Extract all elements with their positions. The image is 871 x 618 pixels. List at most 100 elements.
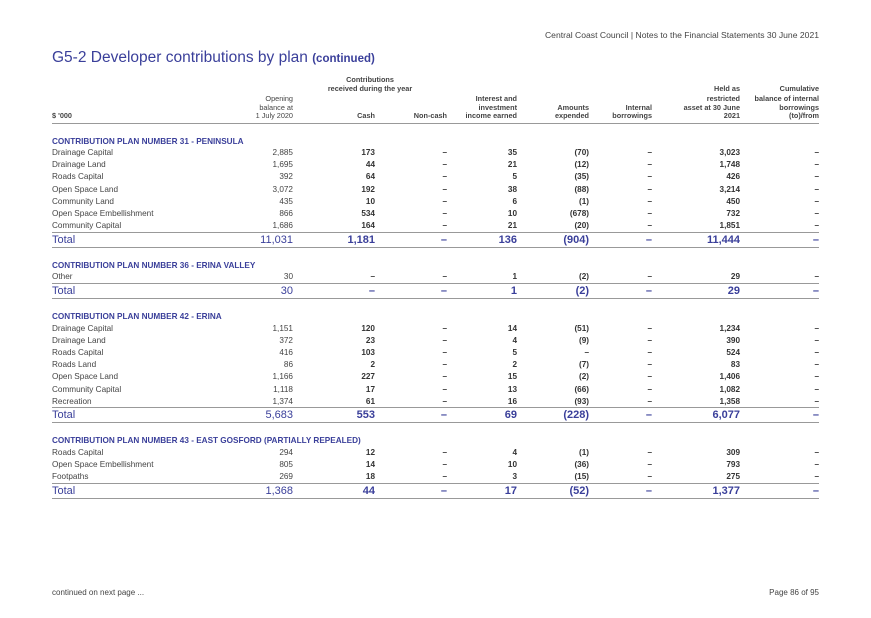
total-cell: – (589, 407, 653, 424)
table-cell: 14 (365, 460, 375, 470)
table-cell: – (442, 272, 448, 282)
table-cell: – (814, 472, 820, 482)
table-cell: – (442, 447, 448, 457)
table-cell: – (814, 196, 820, 206)
table-body: CONTRIBUTION PLAN NUMBER 31 - PENINSULA D… (52, 123, 820, 499)
table-cell: 3,214 (719, 184, 741, 194)
table-cell: – (814, 184, 820, 194)
table-cell: (12) (574, 160, 590, 170)
table-row: Roads Capital 416 103 – 5 – – 524 – (52, 346, 819, 358)
table-cell: – (442, 184, 448, 194)
table-cell: – (442, 360, 448, 370)
table-cell: 534 (361, 209, 375, 219)
table-cell: 3,072 (272, 184, 294, 194)
plan-heading: CONTRIBUTION PLAN NUMBER 36 - ERINA VALL… (52, 260, 256, 270)
table-cell: (20) (574, 221, 590, 231)
total-cell: 11,444 (652, 231, 741, 248)
table-row: Roads Capital 294 12 – 4 (1) – 309 – (52, 446, 819, 458)
total-cell: (52) (517, 482, 590, 499)
total-row: Total 11,031 1,181–136 (904) –11,444– (52, 231, 820, 248)
interest-header: Interest and investment income earned (447, 94, 518, 124)
table-cell: 1,695 (272, 160, 294, 170)
row-label: Roads Capital (52, 172, 104, 182)
table-cell: 13 (507, 384, 518, 394)
table-cell: – (442, 347, 448, 357)
table-cell: 35 (507, 148, 518, 158)
row-label: Open Space Land (52, 184, 119, 194)
table-cell: – (814, 172, 820, 182)
total-cell: 11,031 (228, 231, 293, 248)
total-cell: – (375, 407, 448, 424)
total-cell: 17 (447, 482, 518, 499)
table-cell: – (647, 323, 653, 333)
total-cell: (904) (517, 231, 590, 248)
table-cell: 103 (361, 347, 375, 357)
column-header-row-2: $ '000 Opening balance at 1 July 2020 Cash… (52, 94, 820, 124)
total-cell: – (740, 482, 820, 499)
row-label: Drainage Land (52, 335, 106, 345)
plan-heading-row: CONTRIBUTION PLAN NUMBER 36 - ERINA VALL… (52, 257, 819, 271)
table-cell: – (370, 272, 375, 282)
table-cell: 390 (726, 335, 741, 345)
total-cell: – (740, 231, 820, 248)
table-cell: 10 (507, 460, 518, 470)
table-row: Open Space Embellishment 866 534 – 10 (678) – 7… (52, 207, 819, 219)
report-header: Central Coast Council | Notes to the Fin… (544, 30, 819, 40)
table-cell: 1 (512, 272, 518, 282)
total-label: Total (52, 407, 228, 424)
total-cell: 1,377 (652, 482, 741, 499)
table-cell: 732 (726, 209, 741, 219)
row-label: Footpaths (52, 472, 89, 482)
table-cell: – (814, 372, 820, 382)
table-row: Open Space Embellishment 805 14 – 10 (36) – 793… (52, 459, 819, 471)
cash-header: Cash (293, 95, 375, 124)
row-label: Other (52, 272, 73, 282)
total-cell: 29 (652, 283, 741, 299)
amounts-expended-header: Amounts expended (517, 95, 590, 124)
column-header-row-1: Contributions received during the year He… (52, 75, 820, 95)
table-cell: 3,023 (719, 148, 741, 158)
table-cell: – (814, 447, 820, 457)
row-label: Recreation (52, 396, 92, 406)
table-cell: 5 (512, 172, 518, 182)
cumulative-header-top: Cumulative (779, 83, 820, 93)
contributions-table: Contributions received during the year He… (52, 75, 820, 499)
unit-header: $ '000 (52, 95, 228, 124)
table-cell: 227 (361, 372, 375, 382)
total-cell: (2) (517, 283, 590, 299)
table-cell: 1,851 (719, 221, 741, 231)
table-cell: (66) (574, 384, 590, 394)
table-cell: (1) (579, 196, 590, 206)
row-label: Roads Land (52, 360, 97, 370)
held-restricted-header: restricted asset at 30 June 2021 (652, 94, 741, 124)
table-cell: 44 (365, 160, 375, 170)
row-label: Roads Capital (52, 347, 104, 357)
table-cell: 2,885 (272, 148, 294, 158)
table-cell: – (814, 221, 820, 231)
total-cell: – (589, 283, 653, 299)
table-cell: – (647, 347, 653, 357)
table-cell: 1,406 (719, 372, 741, 382)
table-row: Community Land 435 10 – 6 (1) – 450 – (52, 195, 819, 207)
table-cell: 450 (726, 196, 741, 206)
plan-heading-row: CONTRIBUTION PLAN NUMBER 31 - PENINSULA (52, 133, 819, 147)
table-cell: – (647, 272, 653, 282)
table-cell: 275 (726, 472, 741, 482)
row-label: Community Capital (52, 384, 122, 394)
row-label: Drainage Land (52, 160, 106, 170)
section-title: G5-2 Developer contributions by plan (co… (52, 49, 375, 67)
table-cell: (70) (574, 148, 590, 158)
table-cell: 10 (365, 196, 375, 206)
opening-balance-header: Opening balance at 1 July 2020 (228, 94, 293, 124)
table-cell: 21 (507, 221, 518, 231)
table-cell: (7) (579, 360, 590, 370)
table-cell: 10 (507, 209, 518, 219)
table-cell: 372 (279, 335, 293, 345)
total-cell: – (375, 283, 448, 299)
table-cell: – (814, 335, 820, 345)
section-title-suffix: (continued) (312, 53, 375, 65)
total-row: Total 5,683 553–69 (228) –6,077– (52, 407, 820, 424)
table-cell: 86 (283, 360, 293, 370)
table-cell: – (814, 396, 820, 406)
table-cell: – (442, 372, 448, 382)
